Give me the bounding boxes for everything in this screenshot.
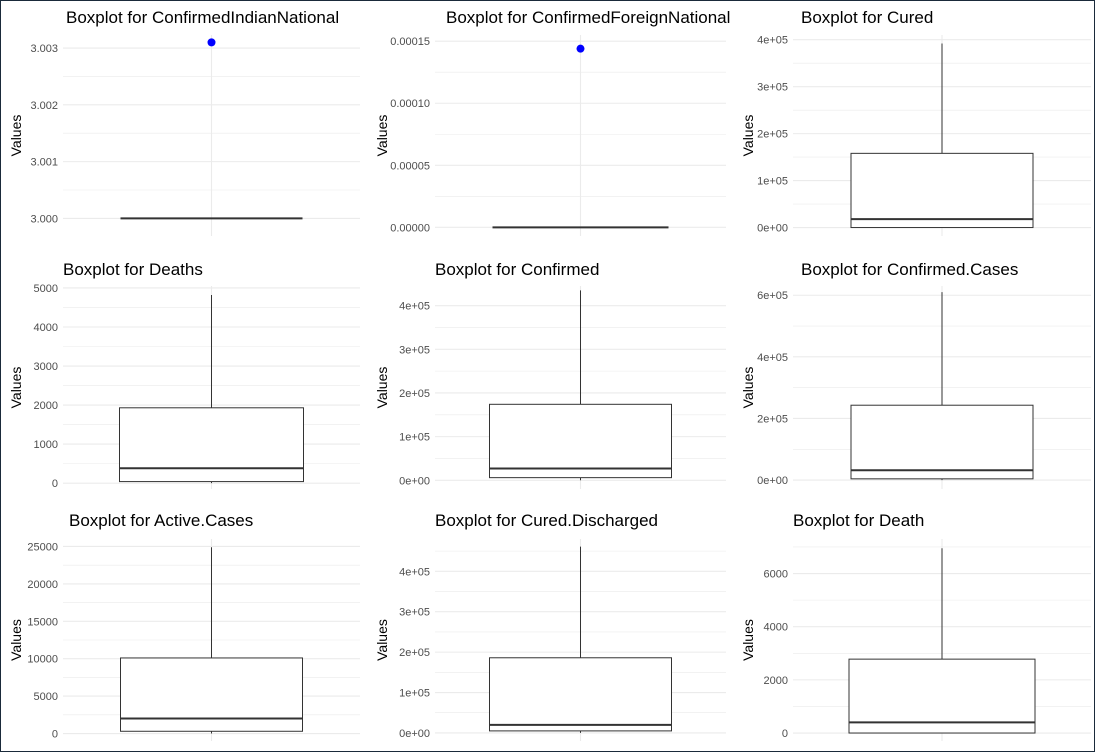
y-axis-label: Values bbox=[740, 619, 756, 661]
box bbox=[489, 403, 672, 479]
y-tick-label: 3e+05 bbox=[399, 344, 430, 356]
y-axis-label: Values bbox=[8, 115, 24, 157]
box bbox=[120, 657, 303, 732]
chart-title: Boxplot for Confirmed.Cases bbox=[801, 260, 1018, 279]
chart-title: Boxplot for ConfirmedIndianNational bbox=[66, 8, 339, 27]
y-tick-label: 1e+05 bbox=[399, 432, 430, 444]
y-tick-label: 0.00015 bbox=[390, 36, 430, 48]
box bbox=[119, 407, 304, 483]
y-tick-label: 0e+00 bbox=[757, 475, 788, 487]
boxplot-panel: 0e+00 1e+05 2e+05 3e+05 4e+05 Boxplot for Con… bbox=[374, 260, 726, 489]
y-axis-label: Values bbox=[374, 619, 390, 661]
y-tick-label: 6e+05 bbox=[757, 290, 788, 302]
y-tick-label: 20000 bbox=[27, 579, 58, 591]
outlier-point bbox=[576, 44, 585, 53]
boxplot-panel: 0 2000 4000 6000 Boxplot for Death Values bbox=[740, 511, 1091, 741]
y-tick-label: 3.002 bbox=[30, 100, 58, 112]
y-tick-label: 5000 bbox=[34, 283, 58, 295]
box bbox=[850, 152, 1034, 229]
boxplot-panel: 0e+00 1e+05 2e+05 3e+05 4e+05 Boxplot for Cur… bbox=[374, 511, 726, 741]
y-tick-label: 10000 bbox=[27, 654, 58, 666]
y-tick-label: 0 bbox=[52, 478, 58, 490]
y-tick-label: 1e+05 bbox=[757, 176, 788, 188]
chart-title: Boxplot for Death bbox=[793, 511, 924, 530]
y-tick-label: 0e+00 bbox=[757, 223, 788, 235]
y-tick-label: 0.00010 bbox=[390, 98, 430, 110]
y-tick-label: 0e+00 bbox=[399, 475, 430, 487]
chart-title: Boxplot for Cured bbox=[801, 8, 933, 27]
boxplot-panel: 0 5000 10000 15000 20000 25000 Boxplot for Act… bbox=[8, 511, 360, 741]
y-tick-label: 2000 bbox=[34, 400, 58, 412]
outlier-point bbox=[207, 38, 216, 47]
y-tick-label: 2000 bbox=[764, 675, 788, 687]
boxplot-panel: 0e+00 2e+05 4e+05 6e+05 Boxplot for Confirme… bbox=[740, 260, 1091, 489]
y-tick-label: 0 bbox=[52, 729, 58, 741]
y-tick-label: 0.00000 bbox=[390, 222, 430, 234]
y-tick-label: 4e+05 bbox=[757, 352, 788, 364]
y-tick-label: 0 bbox=[782, 728, 788, 740]
box bbox=[848, 658, 1036, 734]
y-tick-label: 3.001 bbox=[30, 157, 58, 169]
boxplot-panel: 3.000 3.001 3.002 3.003 Boxplot for Confirme… bbox=[8, 8, 360, 236]
chart-title: Boxplot for ConfirmedForeignNational bbox=[446, 8, 730, 27]
chart-title: Boxplot for Confirmed bbox=[435, 260, 599, 279]
boxplot-panel: 0e+00 1e+05 2e+05 3e+05 4e+05 Boxplot for Cur… bbox=[740, 8, 1091, 236]
boxplot-panel: 0.00000 0.00005 0.00010 0.00015 Boxplot for … bbox=[374, 8, 730, 236]
y-tick-label: 15000 bbox=[27, 616, 58, 628]
y-tick-label: 4e+05 bbox=[757, 35, 788, 47]
y-axis-label: Values bbox=[8, 619, 24, 661]
y-axis-label: Values bbox=[740, 115, 756, 157]
y-tick-label: 5000 bbox=[34, 691, 58, 703]
y-tick-label: 4000 bbox=[34, 322, 58, 334]
y-tick-label: 4000 bbox=[764, 622, 788, 634]
y-tick-label: 0.00005 bbox=[390, 160, 430, 172]
y-axis-label: Values bbox=[374, 115, 390, 157]
box bbox=[850, 404, 1034, 480]
y-axis-label: Values bbox=[374, 367, 390, 409]
y-tick-label: 2e+05 bbox=[757, 413, 788, 425]
chart-title: Boxplot for Deaths bbox=[63, 260, 203, 279]
y-axis-label: Values bbox=[8, 367, 24, 409]
y-tick-label: 3000 bbox=[34, 361, 58, 373]
y-tick-label: 4e+05 bbox=[399, 301, 430, 313]
y-tick-label: 1000 bbox=[34, 439, 58, 451]
y-tick-label: 3.000 bbox=[30, 213, 58, 225]
y-tick-label: 2e+05 bbox=[399, 388, 430, 400]
y-tick-label: 3e+05 bbox=[399, 607, 430, 619]
box bbox=[489, 657, 672, 732]
boxplot-panel: 0 1000 2000 3000 4000 5000 Boxplot for Deaths V… bbox=[8, 260, 360, 490]
y-tick-label: 1e+05 bbox=[399, 688, 430, 700]
y-tick-label: 25000 bbox=[27, 541, 58, 553]
y-tick-label: 3e+05 bbox=[757, 82, 788, 94]
y-tick-label: 0e+00 bbox=[399, 728, 430, 740]
y-axis-label: Values bbox=[740, 367, 756, 409]
y-tick-label: 4e+05 bbox=[399, 566, 430, 578]
y-tick-label: 2e+05 bbox=[399, 647, 430, 659]
y-tick-label: 6000 bbox=[764, 569, 788, 581]
y-tick-label: 3.003 bbox=[30, 43, 58, 55]
chart-title: Boxplot for Active.Cases bbox=[69, 511, 253, 530]
y-tick-label: 2e+05 bbox=[757, 129, 788, 141]
chart-title: Boxplot for Cured.Discharged bbox=[435, 511, 658, 530]
